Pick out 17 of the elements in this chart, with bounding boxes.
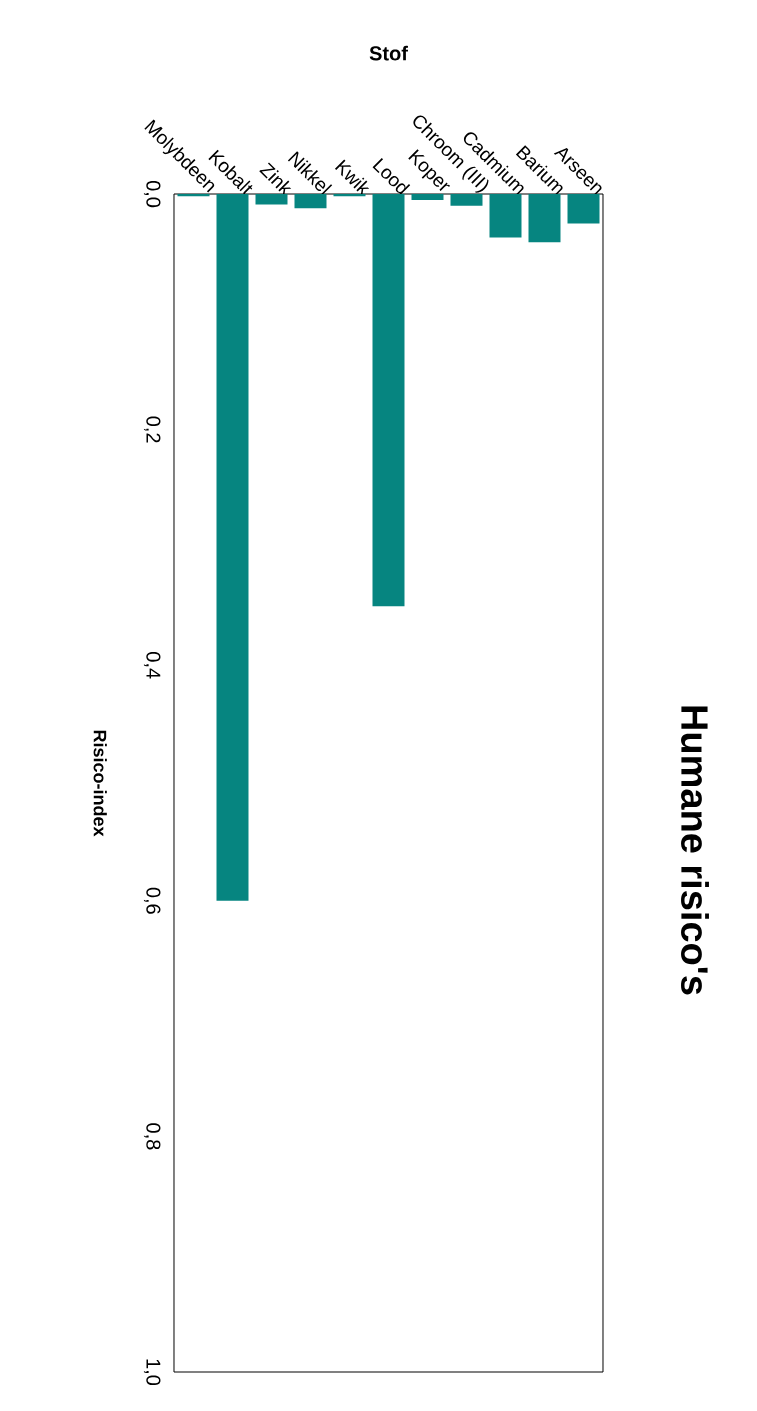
bar — [567, 194, 600, 224]
y-axis-title: Risico-index — [93, 730, 107, 837]
bar — [528, 194, 561, 243]
bar — [450, 194, 483, 206]
bar — [255, 194, 288, 205]
bar — [372, 194, 405, 607]
bar — [489, 194, 522, 238]
text: Humane risico's — [681, 706, 709, 995]
y-tick-label: 0,8 — [143, 1123, 161, 1150]
bar — [216, 194, 249, 901]
x-axis-title: Stof — [369, 45, 408, 61]
y-tick-label: 0,6 — [143, 887, 161, 914]
y-tick-label: 1,0 — [143, 1359, 161, 1386]
y-tick-label: 0,2 — [143, 416, 161, 443]
bar — [294, 194, 327, 209]
y-tick-label: 0,4 — [143, 652, 161, 679]
bar — [411, 194, 444, 200]
